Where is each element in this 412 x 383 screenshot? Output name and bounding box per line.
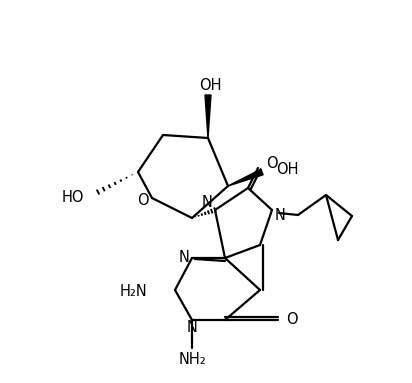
Polygon shape <box>205 95 211 138</box>
Text: OH: OH <box>276 162 299 177</box>
Text: OH: OH <box>199 77 221 93</box>
Text: N: N <box>201 195 213 210</box>
Text: H₂N: H₂N <box>119 285 147 300</box>
Text: HO: HO <box>61 190 84 205</box>
Polygon shape <box>228 169 263 186</box>
Text: N: N <box>187 319 197 334</box>
Text: O: O <box>286 313 298 327</box>
Text: N: N <box>178 250 190 265</box>
Text: NH₂: NH₂ <box>178 352 206 368</box>
Text: O: O <box>266 155 278 170</box>
Text: N: N <box>274 208 286 223</box>
Text: O: O <box>137 193 149 208</box>
